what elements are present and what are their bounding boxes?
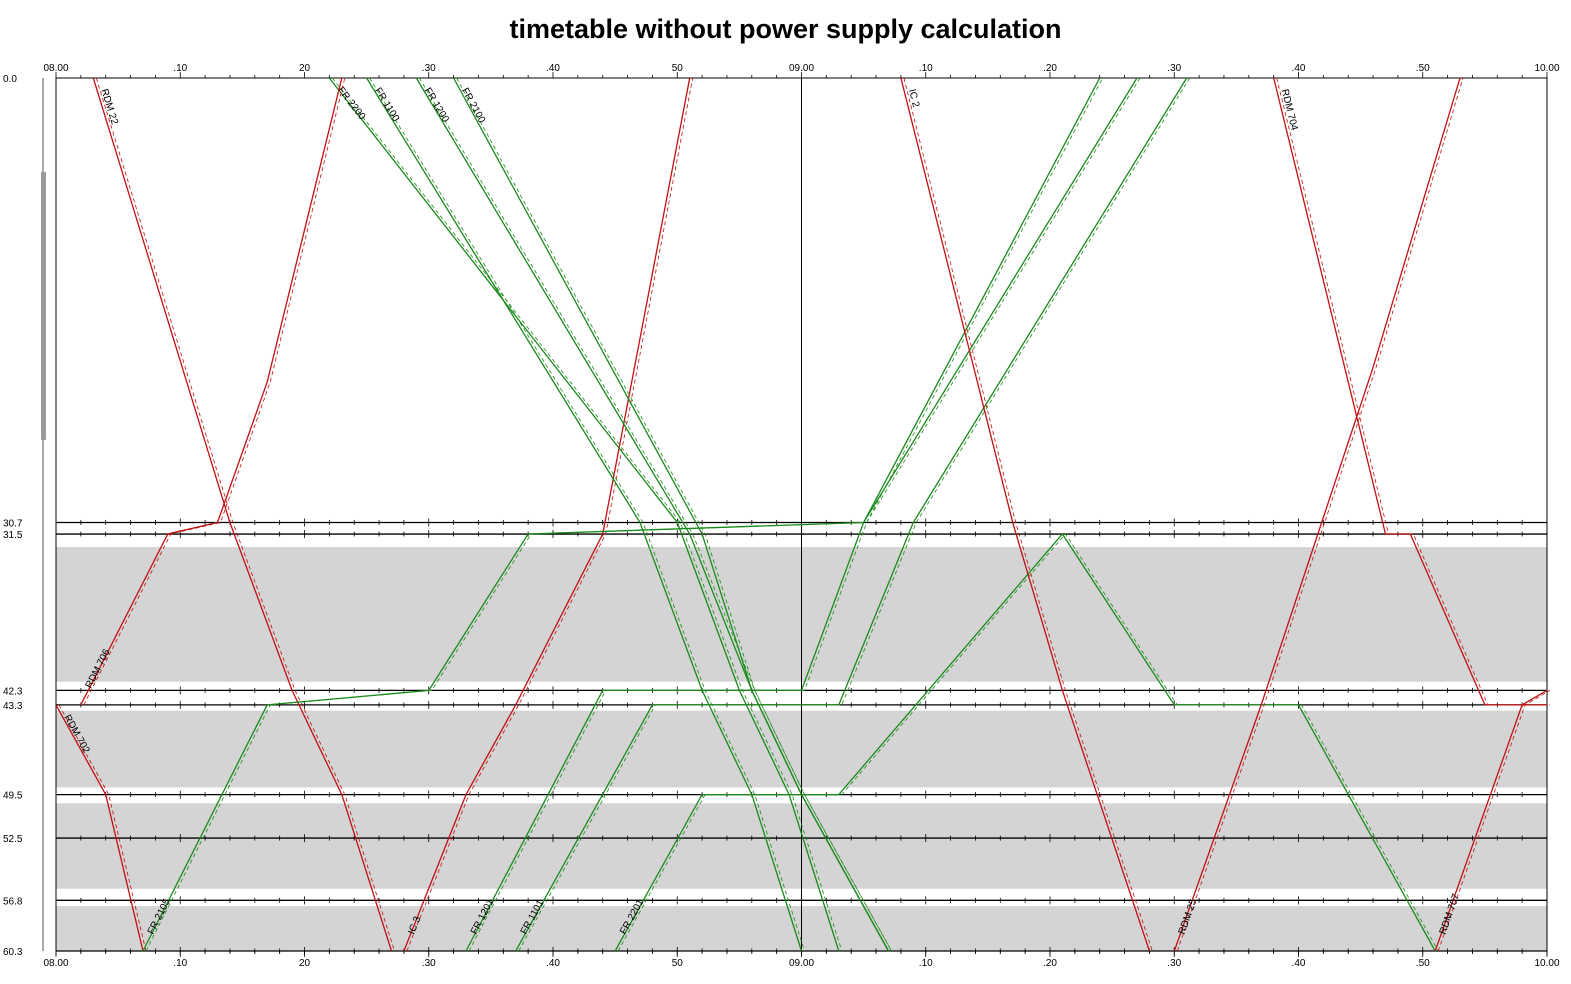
km-tick-label: 0.0 bbox=[3, 74, 17, 85]
chart-title: timetable without power supply calculati… bbox=[509, 14, 1062, 44]
km-tick-label: 43.3 bbox=[3, 701, 23, 712]
train-path bbox=[900, 77, 1151, 952]
bottom-tick-label: .40 bbox=[546, 958, 560, 969]
top-tick-label: 20 bbox=[299, 63, 311, 74]
km-tick-label: 60.3 bbox=[3, 947, 23, 958]
planned-path bbox=[95, 77, 395, 952]
bottom-tick-label: 50 bbox=[672, 958, 684, 969]
top-tick-label: 10.00 bbox=[1534, 63, 1559, 74]
planned-path bbox=[468, 77, 1141, 952]
top-tick-label: 09.00 bbox=[789, 63, 814, 74]
train-label: FR 1100 bbox=[372, 86, 401, 124]
train-path bbox=[1173, 77, 1461, 952]
bottom-tick-label: .30 bbox=[422, 958, 436, 969]
top-tick-label: .40 bbox=[546, 63, 560, 74]
bottom-tick-label: .50 bbox=[1416, 958, 1430, 969]
bottom-tick-label: .30 bbox=[1167, 958, 1181, 969]
top-tick-label: .10 bbox=[919, 63, 933, 74]
bottom-tick-label: .40 bbox=[1292, 958, 1306, 969]
planned-path bbox=[406, 77, 694, 952]
train-path bbox=[614, 532, 1436, 952]
train-path bbox=[92, 77, 393, 952]
train-path bbox=[80, 77, 343, 706]
planned-path bbox=[1276, 77, 1550, 706]
km-tick-label: 49.5 bbox=[3, 791, 23, 802]
train-label: FR 1200 bbox=[422, 86, 451, 125]
bottom-tick-label: 08.00 bbox=[43, 958, 68, 969]
planned-path bbox=[418, 77, 892, 952]
top-tick-label: .30 bbox=[1167, 63, 1181, 74]
bottom-tick-label: 20 bbox=[299, 958, 311, 969]
top-tick-label: .20 bbox=[1043, 63, 1057, 74]
bottom-tick-label: .10 bbox=[173, 958, 187, 969]
top-tick-label: 08.00 bbox=[43, 63, 68, 74]
bottom-tick-label: .10 bbox=[919, 958, 933, 969]
train-label: IC 2 bbox=[906, 88, 921, 109]
planned-path bbox=[83, 77, 346, 706]
train-path bbox=[1434, 689, 1548, 952]
planned-path bbox=[456, 77, 892, 952]
bottom-tick-label: 10.00 bbox=[1534, 958, 1559, 969]
train-path bbox=[403, 77, 691, 952]
train-path bbox=[142, 77, 1101, 952]
km-axis-marker bbox=[41, 172, 46, 440]
top-tick-label: .10 bbox=[173, 63, 187, 74]
km-tick-label: 31.5 bbox=[3, 530, 23, 541]
top-tick-label: .40 bbox=[1292, 63, 1306, 74]
planned-path bbox=[617, 533, 1439, 952]
top-tick-label: 50 bbox=[672, 63, 684, 74]
km-tick-label: 56.8 bbox=[3, 896, 23, 907]
km-tick-label: 52.5 bbox=[3, 834, 23, 845]
bottom-tick-label: .20 bbox=[1043, 958, 1057, 969]
km-tick-label: 30.7 bbox=[3, 518, 23, 529]
axes: 08.00 .10 20 .30 .40 50 09.00 .10 .20 .30 .40 .50 10… bbox=[3, 63, 1560, 969]
km-tick-label: 42.3 bbox=[3, 686, 23, 697]
top-tick-label: .30 bbox=[422, 63, 436, 74]
top-tick-label: .50 bbox=[1416, 63, 1430, 74]
planned-path bbox=[903, 77, 1153, 952]
bottom-tick-label: 09.00 bbox=[789, 958, 814, 969]
planned-path bbox=[1437, 690, 1551, 952]
train-label: FR 2100 bbox=[459, 86, 487, 125]
train-path bbox=[55, 704, 144, 952]
train-label: FR 2200 bbox=[335, 85, 368, 122]
